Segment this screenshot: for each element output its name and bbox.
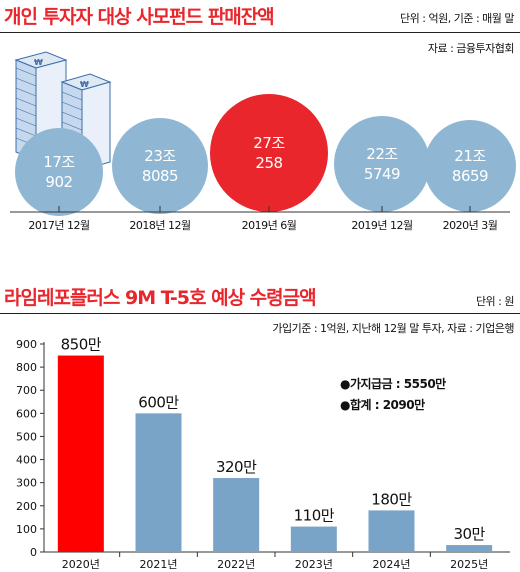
bubble-label-line1: 21조 [454,147,486,165]
bar [290,526,337,552]
bar-value-label: 320만 [216,458,257,476]
bottom-divider [0,313,520,314]
x-tick-label: 2024년 [372,558,410,571]
x-tick-label: 2023년 [295,558,333,571]
bubble-2017-12: 17조 902 [15,128,103,216]
x-tick-label: 2022년 [217,558,255,571]
y-tick-label: 500 [16,430,37,443]
bar [57,355,104,552]
top-x-label: 2018년 12월 [129,219,191,232]
bar-value-label: 850만 [61,336,102,354]
bar [368,510,415,552]
top-x-label: 2020년 3월 [442,219,498,232]
bubble-label-line2: 8085 [141,167,179,185]
x-tick-label: 2025년 [450,558,488,571]
bubble-label-line2: 902 [45,173,73,191]
annotation-advance-payment: ●가지급금 : 5550만 [340,377,446,391]
bubble-label-line2: 8659 [451,167,489,185]
bar-value-label: 110만 [294,507,335,525]
top-unit-note: 단위 : 억원, 기준 : 매월 말 [400,12,514,25]
bubble-2018-12: 23조 8085 [112,118,208,214]
bubble-label-line1: 17조 [43,153,75,171]
bubble-label-line2: 5749 [363,165,401,183]
y-tick-label: 400 [16,454,37,467]
bar [213,478,260,552]
top-x-label: 2019년 6월 [241,219,297,232]
y-tick-label: 200 [16,500,37,513]
y-tick-label: 600 [16,407,37,420]
bubble-2019-06: 27조 258 [210,94,328,212]
bubble-2019-12: 22조 5749 [334,116,430,212]
bottom-basis-note: 가입기준 : 1억원, 지난해 12월 말 투자, 자료 : 기업은행 [272,322,514,335]
annotation-total: ●합계 : 2090만 [340,398,425,412]
bottom-chart-title: 라임레포플러스 9M T-5호 예상 수령금액 [4,287,317,309]
x-tick-label: 2021년 [139,558,177,571]
bar [135,413,182,552]
y-tick-label: 100 [16,523,37,536]
y-tick-label: 300 [16,477,37,490]
top-chart-title: 개인 투자자 대상 사모펀드 판매잔액 [4,6,275,28]
bar-value-label: 180만 [371,490,412,508]
x-tick-label: 2020년 [62,558,100,571]
svg-text:₩: ₩ [80,80,89,89]
top-x-label: 2017년 12월 [28,219,90,232]
top-source-note: 자료 : 금융투자협회 [427,42,515,55]
y-tick-label: 700 [16,384,37,397]
bubble-label-line1: 27조 [253,134,285,152]
bubble-label-line1: 23조 [144,147,176,165]
y-tick-label: 0 [30,546,37,559]
bottom-unit-note: 단위 : 원 [475,295,515,308]
bar-value-label: 30만 [453,525,485,543]
svg-text:₩: ₩ [34,58,43,67]
bar-value-label: 600만 [138,393,179,411]
y-tick-label: 900 [16,338,37,351]
top-axis [10,206,510,213]
bubble-label-line1: 22조 [366,145,398,163]
top-divider [0,32,520,33]
bubble-2020-03: 21조 8659 [424,120,516,212]
bar [446,545,493,552]
top-x-label: 2019년 12월 [351,219,413,232]
bubble-label-line2: 258 [255,154,283,172]
y-tick-label: 800 [16,361,37,374]
